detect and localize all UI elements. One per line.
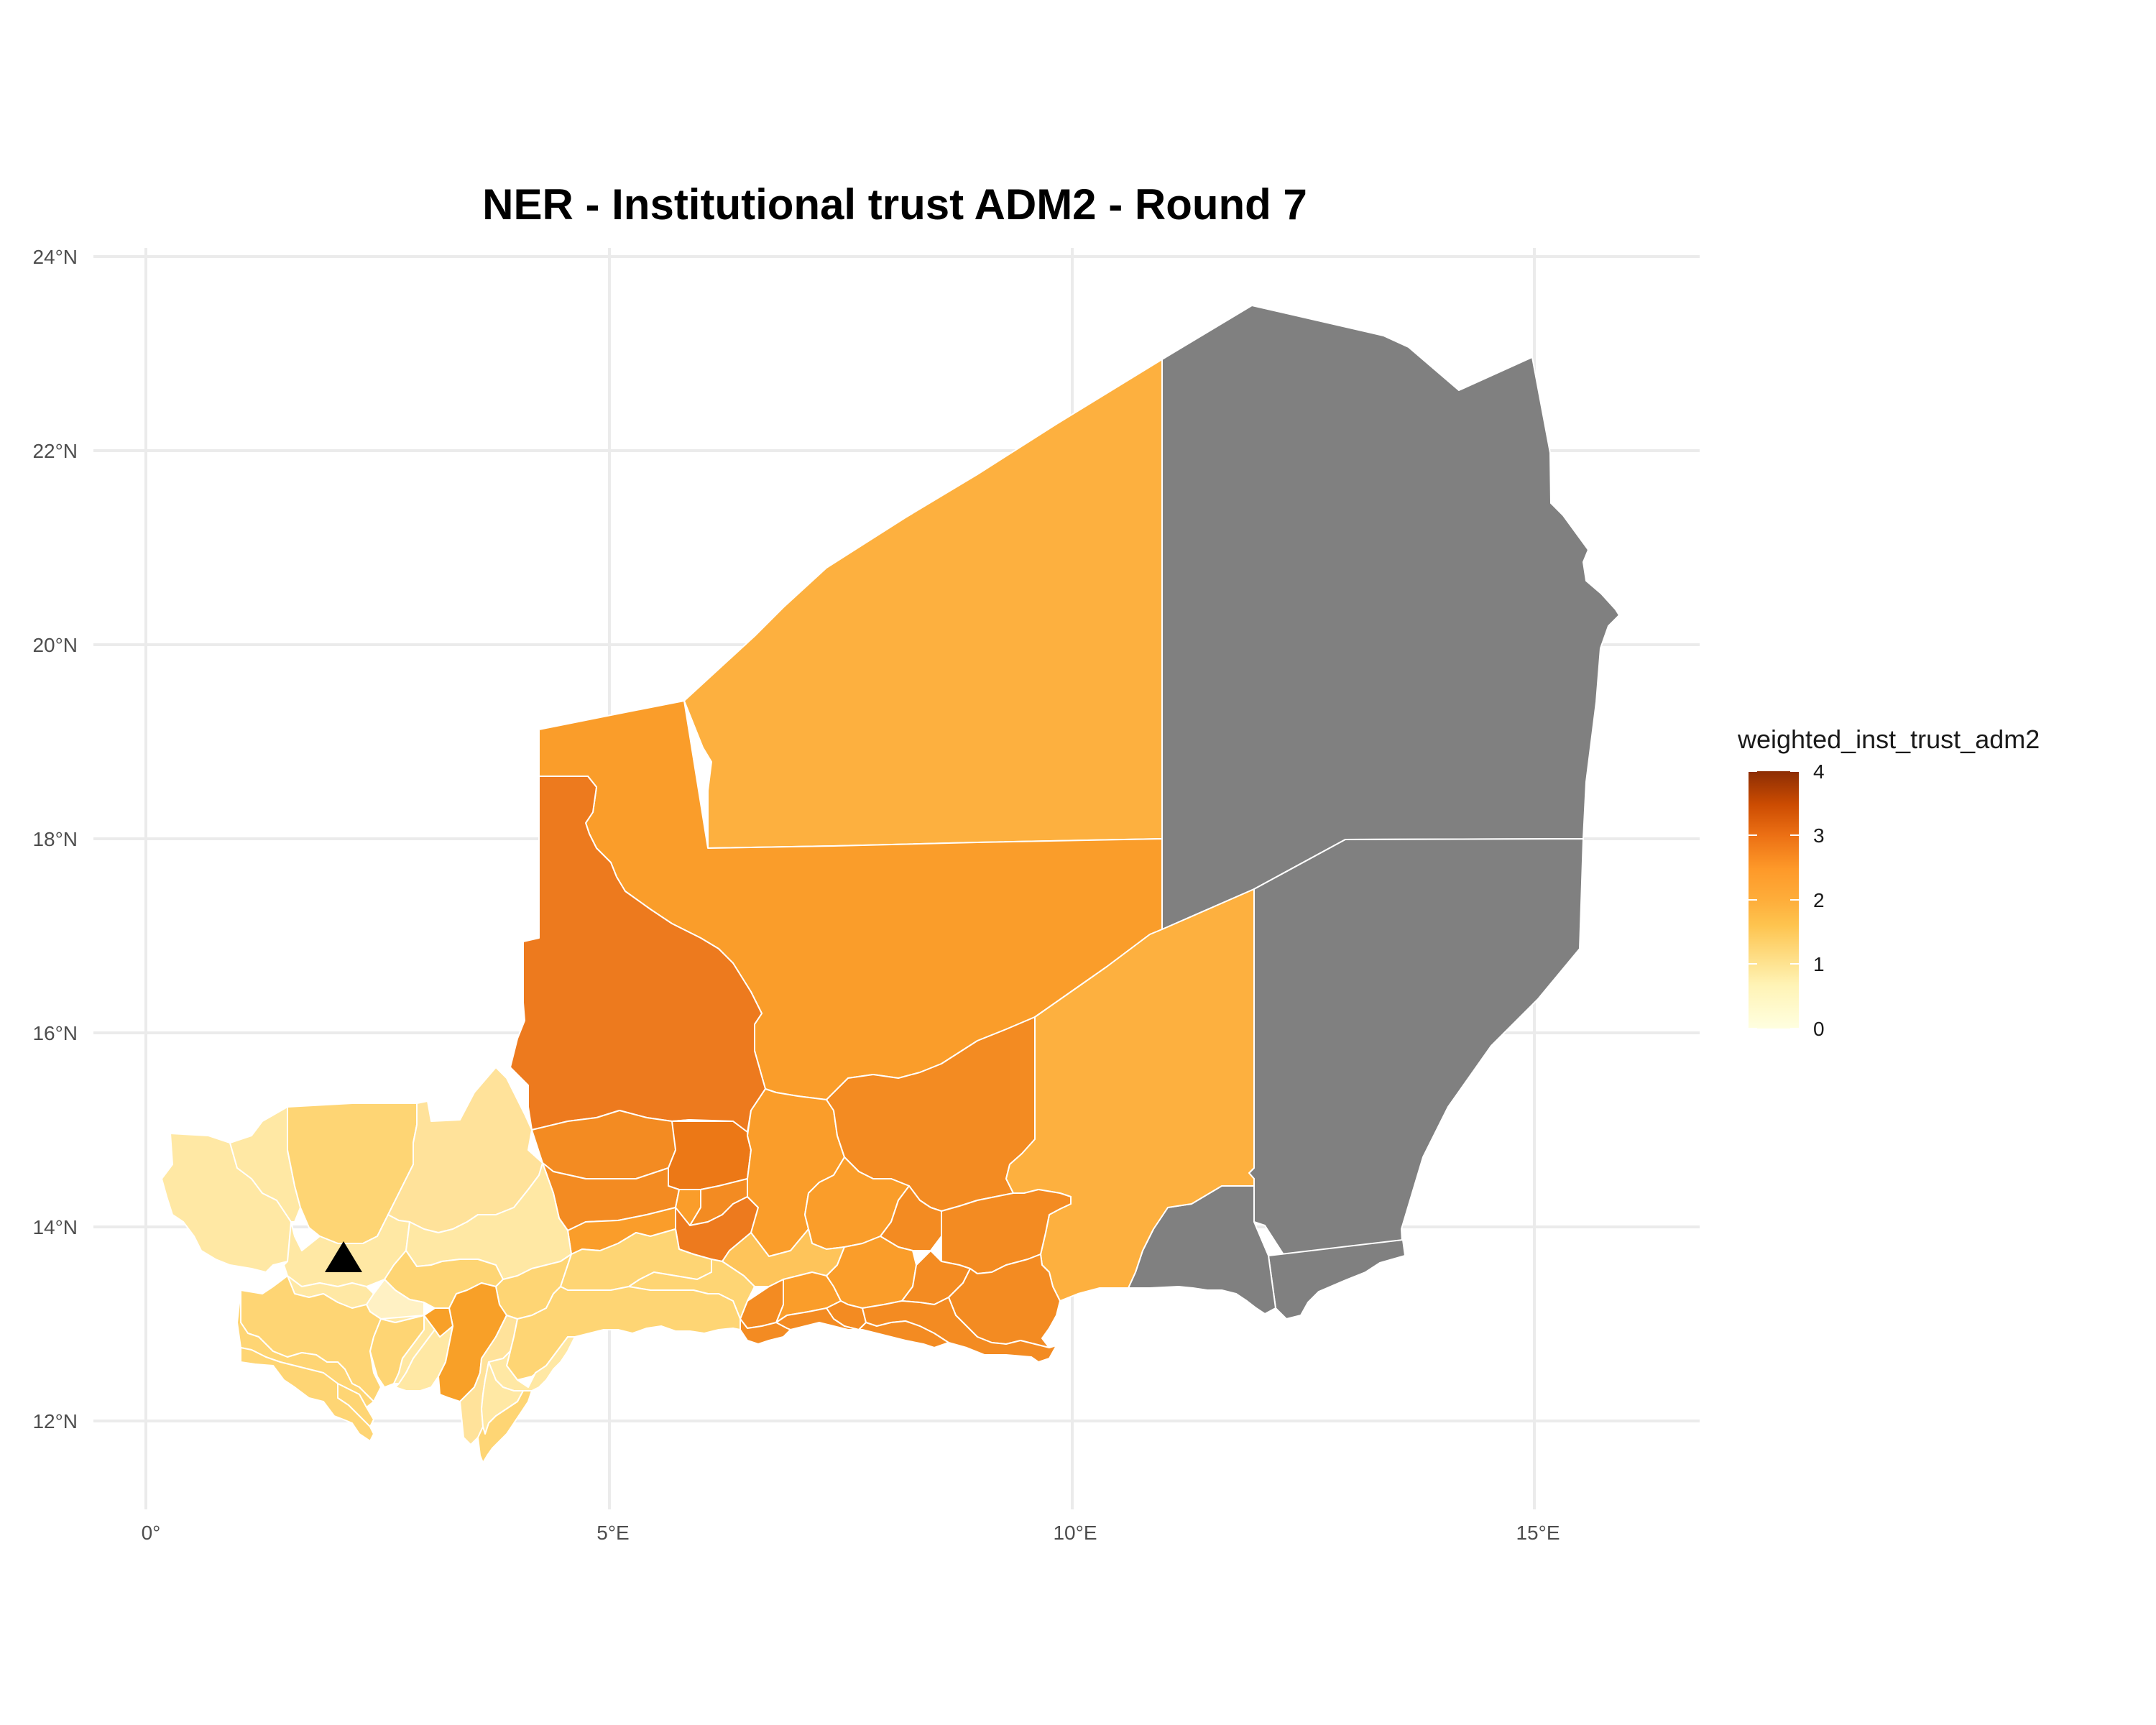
y-tick-20: 20°N	[32, 634, 78, 656]
legend-label-3: 3	[1813, 824, 1825, 847]
region-gaya-strip	[775, 1307, 949, 1348]
x-axis-labels: 0° 5°E 10°E 15°E	[142, 1522, 1560, 1544]
legend-label-0: 0	[1813, 1018, 1825, 1040]
region-maradi-b	[880, 1185, 942, 1251]
region-mainesoroa	[1268, 1239, 1406, 1320]
x-tick-10e: 10°E	[1053, 1522, 1097, 1544]
x-tick-5e: 5°E	[596, 1522, 629, 1544]
x-tick-15e: 15°E	[1516, 1522, 1560, 1544]
y-tick-18: 18°N	[32, 828, 78, 850]
legend-label-1: 1	[1813, 953, 1825, 975]
y-tick-16: 16°N	[32, 1022, 78, 1044]
region-arlit	[683, 359, 1163, 849]
region-loga	[423, 1307, 453, 1338]
region-dosso-s	[240, 1347, 374, 1442]
legend: weighted_inst_trust_adm2 4 3 2	[1737, 724, 2040, 1040]
map-title: NER - Institutional trust ADM2 - Round 7	[482, 180, 1307, 229]
region-agadez-east	[1161, 305, 1620, 930]
capital-marker-triangle	[325, 1241, 362, 1272]
y-tick-24: 24°N	[32, 246, 78, 268]
y-tick-14: 14°N	[32, 1216, 78, 1238]
y-tick-12: 12°N	[32, 1410, 78, 1432]
legend-label-2: 2	[1813, 889, 1825, 911]
y-axis-labels: 24°N 22°N 20°N 18°N 16°N 14°N 12°N	[32, 246, 78, 1432]
region-doutchi-south	[740, 1318, 791, 1345]
legend-label-4: 4	[1813, 760, 1825, 783]
x-tick-0: 0°	[142, 1522, 161, 1544]
region-far-south	[477, 1390, 533, 1463]
y-tick-22: 22°N	[32, 440, 78, 462]
map-regions	[161, 305, 1620, 1463]
legend-title: weighted_inst_trust_adm2	[1737, 724, 2040, 754]
region-abalak	[668, 1121, 752, 1190]
